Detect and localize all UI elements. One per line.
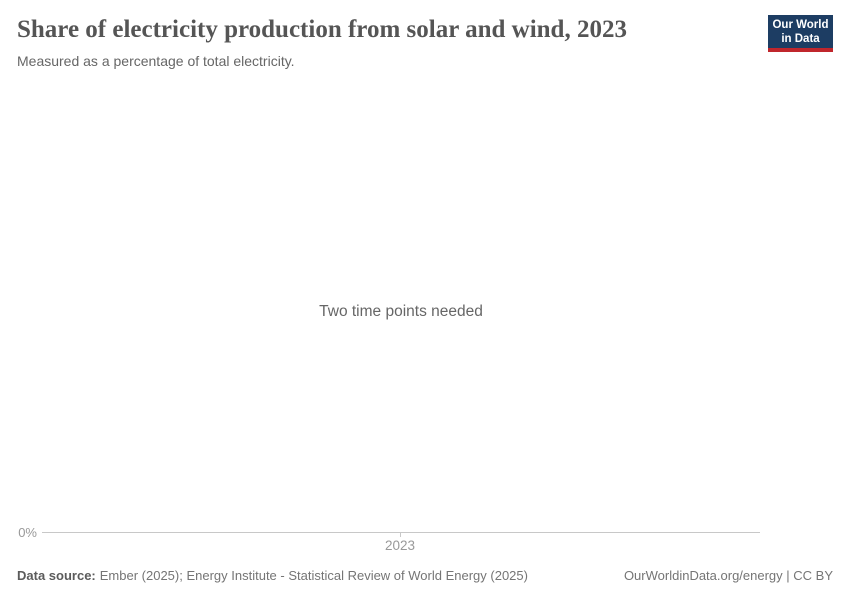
owid-logo-line2: in Data xyxy=(781,32,820,45)
x-axis-tick-mark xyxy=(400,532,401,537)
owid-logo-line1: Our World xyxy=(772,19,829,31)
data-source-text: Ember (2025); Energy Institute - Statist… xyxy=(99,568,528,583)
x-axis-line xyxy=(42,532,760,533)
footer: Data source: Ember (2025); Energy Institu… xyxy=(17,568,833,583)
data-source-line: Data source: Ember (2025); Energy Institu… xyxy=(17,568,528,583)
x-axis-tick-label: 2023 xyxy=(384,538,416,553)
chart-empty-message: Two time points needed xyxy=(319,303,483,320)
footer-credit-link[interactable]: OurWorldinData.org/energy | CC BY xyxy=(623,568,833,583)
owid-logo[interactable]: Our World in Data xyxy=(768,15,833,52)
y-axis-label: 0% xyxy=(18,525,37,540)
page-subtitle: Measured as a percentage of total electr… xyxy=(17,53,295,69)
data-source-label: Data source: xyxy=(17,568,96,583)
page-title: Share of electricity production from sol… xyxy=(17,16,627,43)
